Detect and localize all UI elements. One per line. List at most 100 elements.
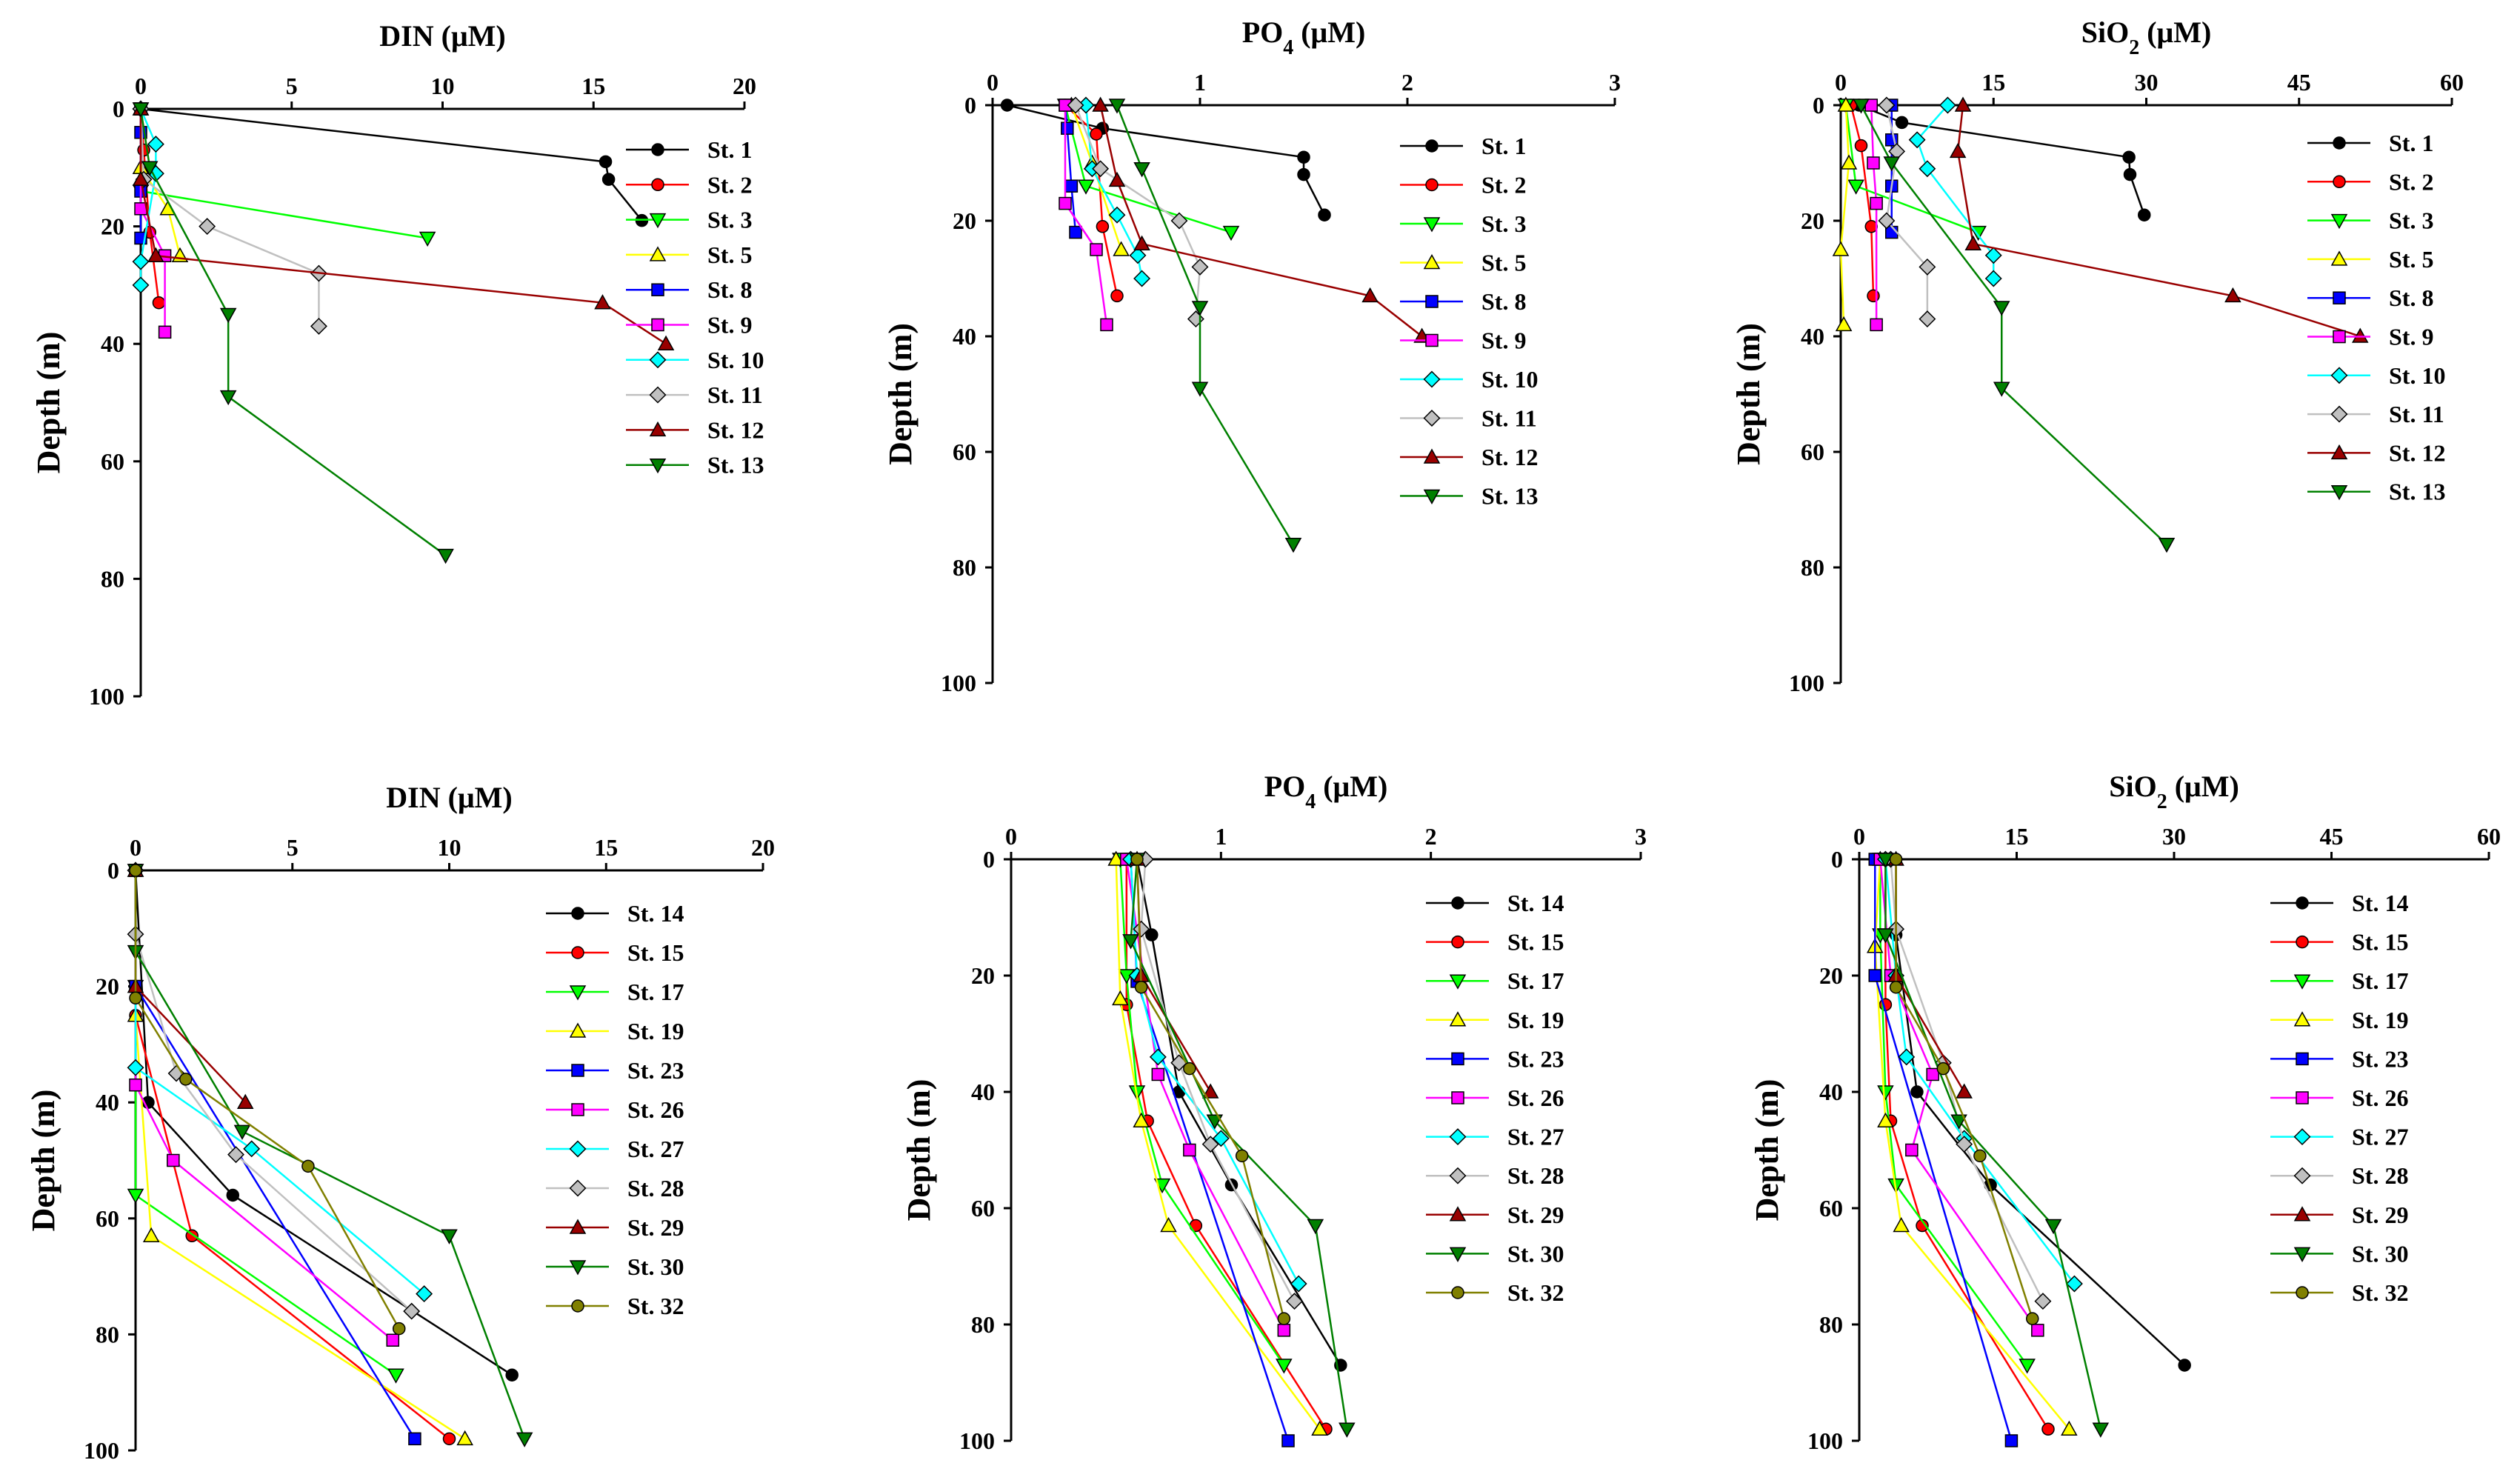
data-point [2224,287,2241,303]
data-point [1090,243,1103,256]
data-point [2034,1293,2052,1310]
data-point [233,1124,251,1140]
data-point [129,864,142,877]
legend-marker [569,1140,587,1158]
data-point [2061,1420,2078,1436]
legend-label: St. 10 [1481,366,1538,393]
series-st-27 [127,862,433,1303]
data-point [127,1059,144,1076]
data-point [1187,310,1204,328]
x-tick-label: 60 [2440,69,2464,96]
legend-label: St. 10 [2389,362,2445,389]
legend-marker [1425,295,1439,308]
data-point [1905,1143,1919,1157]
data-point [2122,150,2136,164]
data-point [1281,1434,1295,1447]
data-point [132,102,150,118]
data-point [1910,1085,1924,1099]
data-point [1307,1219,1324,1235]
series-st-14 [129,864,519,1382]
chart-title: SiO2 (μM) [2109,770,2239,813]
y-tick-label: 100 [1789,670,1824,696]
legend-marker [2333,330,2346,344]
data-point [219,307,237,324]
legend-label: St. 3 [1481,210,1526,237]
data-point [141,161,159,176]
series-line [1860,104,2167,545]
legend-item: St. 23 [1426,1045,1564,1072]
data-point [1993,381,2010,397]
data-point [1000,99,1014,112]
data-point [1877,1112,1894,1127]
data-point [179,1073,193,1086]
legend-label: St. 5 [1481,250,1526,276]
data-point [132,276,150,294]
data-point [1854,139,1868,153]
legend-marker [569,1179,587,1197]
data-point [1870,196,1883,210]
data-point [301,1159,315,1173]
data-point [2158,538,2176,553]
legend-item: St. 29 [546,1214,684,1241]
data-point [1133,270,1151,287]
legend-item: St. 13 [626,452,764,479]
data-point [2123,167,2137,181]
chart-panel-6: SiO2 (μM) 0 15 30 45 60 0 20 40 60 80 100 Depth (m) S… [1749,770,2501,1454]
legend-item: St. 32 [546,1293,684,1319]
y-tick-label: 100 [84,1437,119,1464]
legend-marker [2330,213,2348,230]
legend-marker [2296,1286,2309,1299]
legend-label: St. 17 [627,979,684,1005]
legend-marker [571,907,584,920]
data-point [1149,1048,1167,1066]
legend-marker [569,1022,587,1038]
x-tick-label: 30 [2162,823,2186,850]
chart-panel-1: DIN (μM) 0 5 10 15 20 0 20 40 60 80 100 Depth (m) St.… [30,19,764,710]
y-tick-label: 60 [1819,1195,1843,1222]
legend-marker [569,1219,587,1234]
data-point [1837,96,1855,112]
y-tick-label: 40 [1819,1079,1843,1105]
y-tick-label: 40 [101,330,124,357]
legend-item: St. 10 [1400,366,1538,393]
x-tick-label: 0 [130,834,141,861]
legend-marker [571,1299,584,1313]
data-point [147,247,164,262]
legend-item: St. 29 [2270,1202,2408,1228]
legend-label: St. 27 [1507,1124,1564,1150]
legend-item: St. 5 [1400,250,1526,276]
legend-label: St. 19 [1507,1007,1564,1033]
legend-item: St. 14 [2270,890,2408,916]
data-point [1339,1422,1356,1438]
x-tick-label: 1 [1215,823,1227,850]
legend-item: St. 29 [1426,1202,1564,1228]
legend: St. 14 St. 15 St. 17 St. 19 St. 23 St. 26 St. … [1426,890,1564,1306]
data-point [1201,1136,1219,1153]
legend-marker [2293,1011,2311,1027]
legend-marker [2330,444,2348,460]
series-st-11 [1878,96,1936,328]
legend-label: St. 30 [1507,1240,1564,1267]
x-tick-label: 10 [431,73,455,99]
legend-marker [2296,1091,2309,1104]
legend-item: St. 26 [546,1096,684,1123]
data-point [1893,1217,1910,1233]
legend-marker [2293,1128,2311,1146]
legend-label: St. 13 [1481,483,1538,510]
legend-label: St. 32 [2352,1279,2408,1306]
series-st-3 [1837,99,1987,241]
legend-label: St. 12 [1481,444,1538,470]
series-line [1870,104,1878,325]
series-st-9 [1864,99,1883,332]
chart-panel-4: DIN (μM) 0 5 10 15 20 0 20 40 60 80 100 Depth (m) St.… [25,781,775,1464]
series-line [139,109,667,345]
legend-label: St. 9 [707,312,752,339]
data-point [1835,316,1853,332]
x-tick-label: 1 [1194,69,1206,96]
legend-marker [571,1064,584,1077]
y-tick-label: 20 [1801,207,1824,234]
series-st-10 [1908,96,2002,287]
data-point [1864,220,1878,233]
y-tick-label: 0 [113,96,124,122]
